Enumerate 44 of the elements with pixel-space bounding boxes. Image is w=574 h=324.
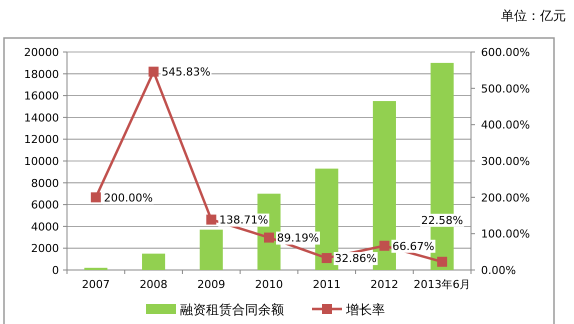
- y-tick-label: 10000: [24, 155, 59, 168]
- y-tick-label: 16000: [24, 90, 59, 103]
- y2-tick-label: 0.00%: [481, 264, 516, 277]
- legend-label: 融资租赁合同余额: [180, 303, 284, 318]
- y-tick-label: 20000: [24, 46, 59, 59]
- x-tick-label: 2010: [255, 278, 283, 291]
- y-tick-label: 2000: [31, 242, 59, 256]
- point: [148, 66, 159, 77]
- y2-tick-label: 100.00%: [481, 228, 530, 241]
- y-tick-label: 4000: [31, 220, 59, 234]
- data-label: 89.19%: [277, 232, 319, 245]
- y2-tick-label: 300.00%: [481, 155, 530, 168]
- x-tick-label: 2007: [82, 278, 110, 291]
- y-tick-label: 18000: [24, 68, 59, 81]
- y2-tick-label: 200.00%: [481, 191, 530, 204]
- data-label: 32.86%: [334, 252, 377, 266]
- y-tick-label: 6000: [31, 198, 59, 212]
- data-label: 200.00%: [104, 191, 153, 204]
- x-tick-label: 2012: [370, 278, 398, 291]
- point: [206, 214, 216, 225]
- point: [90, 192, 101, 202]
- point: [437, 256, 448, 267]
- data-label: 22.58%: [421, 214, 464, 227]
- bar: [142, 254, 166, 270]
- x-tick-label: 2011: [312, 278, 341, 291]
- y-tick-label: 0: [52, 264, 59, 277]
- data-label: 545.83%: [162, 66, 211, 79]
- point: [379, 240, 390, 251]
- point: [322, 253, 332, 264]
- bar: [200, 230, 223, 270]
- data-label: 138.71%: [219, 214, 268, 227]
- x-tick-label: 2008: [140, 278, 168, 291]
- data-label: 66.67%: [392, 240, 434, 253]
- legend-label: 增长率: [345, 302, 385, 318]
- y-tick-label: 8000: [31, 176, 59, 190]
- y2-tick-label: 600.00%: [481, 46, 530, 59]
- point: [264, 232, 274, 243]
- x-tick-label: 2013年6月: [414, 278, 471, 291]
- y2-tick-label: 400.00%: [481, 118, 530, 132]
- text: 单位：亿元: [501, 9, 566, 24]
- y2-tick-label: 500.00%: [481, 82, 530, 96]
- y-tick-label: 12000: [24, 133, 59, 146]
- x-tick-label: 2009: [197, 278, 226, 291]
- y-tick-label: 14000: [24, 111, 59, 124]
